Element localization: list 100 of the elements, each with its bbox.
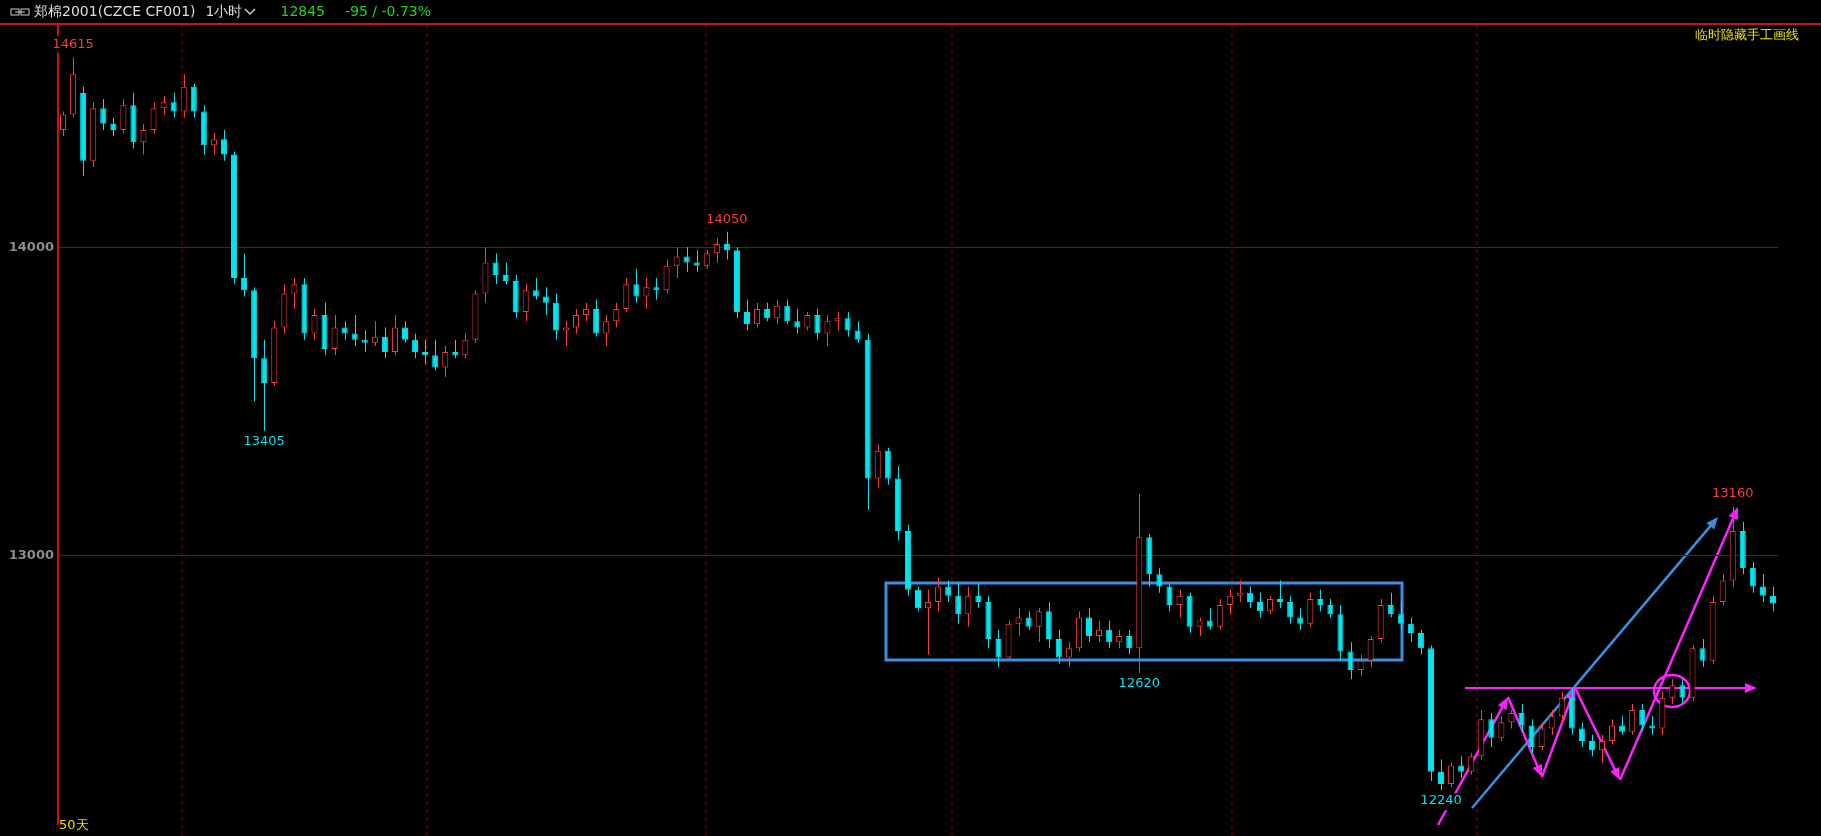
- candlestick: [1277, 579, 1284, 609]
- candlestick: [613, 302, 620, 328]
- annotation: 12620: [1118, 674, 1160, 690]
- candlestick: [1679, 678, 1686, 705]
- y-tick-label: 13000: [8, 547, 54, 563]
- candlestick: [1287, 595, 1294, 625]
- candlestick: [522, 283, 529, 322]
- candlestick: [1598, 734, 1605, 763]
- candlestick: [1649, 715, 1656, 736]
- annotation: 50天: [59, 816, 89, 834]
- candlestick: [1196, 616, 1203, 637]
- text: 12845: [280, 3, 326, 19]
- candlestick: [1538, 721, 1545, 751]
- candlestick: [1096, 620, 1103, 643]
- candlestick: [311, 308, 318, 341]
- candlestick: [220, 129, 227, 162]
- candlestick: [784, 299, 791, 325]
- candlestick: [1749, 561, 1756, 594]
- candlestick: [1236, 579, 1243, 603]
- candlestick: [1216, 598, 1223, 631]
- candlestick: [160, 95, 167, 115]
- candlestick: [120, 98, 127, 134]
- candlestick: [180, 73, 187, 119]
- candlestick: [1548, 709, 1555, 736]
- candlestick: [1065, 641, 1072, 668]
- candlestick: [623, 277, 630, 313]
- candlestick: [361, 329, 368, 353]
- text: -95 / -0.73%: [345, 3, 432, 19]
- candlestick: [593, 299, 600, 338]
- candlestick: [1025, 610, 1032, 631]
- annotation: 14615: [52, 36, 94, 52]
- candlestick: [1357, 653, 1364, 677]
- candlestick: [633, 268, 640, 304]
- candlestick: [824, 314, 831, 347]
- candlestick: [774, 299, 781, 325]
- candlestick: [1387, 592, 1394, 618]
- candlestick: [502, 262, 509, 285]
- candlestick: [1176, 589, 1183, 618]
- candlestick: [1206, 607, 1213, 631]
- candlestick: [814, 308, 821, 341]
- candlestick: [854, 320, 861, 344]
- chart-title: 郑棉2001(CZCE CF001): [34, 3, 196, 19]
- candlestick: [1015, 607, 1022, 637]
- candlestick: [1619, 715, 1626, 736]
- candlestick: [572, 308, 580, 335]
- candlestick: [663, 259, 670, 294]
- candlestick: [1085, 607, 1093, 643]
- candlestick: [1669, 678, 1676, 705]
- candlestick: [351, 314, 358, 347]
- candlestick: [1367, 635, 1374, 668]
- candlestick: [422, 339, 429, 365]
- candlestick: [703, 249, 710, 270]
- candlestick: [562, 320, 569, 347]
- candlestick: [1508, 709, 1515, 730]
- candlestick: [1126, 629, 1133, 655]
- candlestick: [1759, 573, 1766, 603]
- candlestick: [412, 333, 419, 359]
- candlestick: [834, 311, 841, 331]
- candlestick: [110, 117, 117, 137]
- candlestick: [1769, 586, 1776, 612]
- candlestick: [1035, 607, 1042, 643]
- candlestick: [914, 586, 922, 612]
- candlestick: [462, 333, 469, 359]
- chart-subtitle: 1小时: [205, 3, 243, 19]
- candlestick: [925, 589, 932, 655]
- candlestick: [1488, 712, 1495, 748]
- candlestick: [1438, 758, 1445, 791]
- annotation: 13405: [243, 432, 285, 448]
- candlestick: [1518, 703, 1525, 733]
- candlestick: [1327, 598, 1334, 618]
- candlestick: [1417, 629, 1424, 655]
- candlestick: [743, 299, 751, 331]
- candlestick: [210, 132, 217, 156]
- candlestick: [391, 314, 398, 356]
- candlestick: [1317, 589, 1324, 612]
- candlestick: [1609, 718, 1616, 745]
- candlestick: [955, 583, 962, 625]
- candlestick: [643, 277, 650, 310]
- candlestick: [804, 311, 811, 331]
- candlestick: [844, 311, 851, 338]
- candlestick: [583, 302, 590, 322]
- candlestick: [432, 339, 439, 372]
- candlestick: [965, 586, 972, 628]
- annotation: 临时隐藏手工画线: [1695, 26, 1799, 44]
- candlestick: [331, 314, 338, 356]
- candlestick: [150, 101, 157, 134]
- candlestick: [402, 320, 409, 344]
- candlestick: [683, 246, 690, 273]
- candlestick: [341, 320, 348, 341]
- candlestick: [1639, 703, 1646, 733]
- candlestick: [381, 326, 388, 359]
- candlestick: [754, 302, 761, 328]
- candlestick: [1558, 691, 1565, 723]
- candlestick: [1448, 761, 1455, 788]
- candlestick: [1226, 589, 1233, 615]
- candlestick: [1156, 567, 1163, 594]
- candlestick: [935, 576, 942, 612]
- candlestick: [1498, 715, 1505, 742]
- candlestick: [371, 320, 378, 347]
- candlestick: [1267, 595, 1274, 615]
